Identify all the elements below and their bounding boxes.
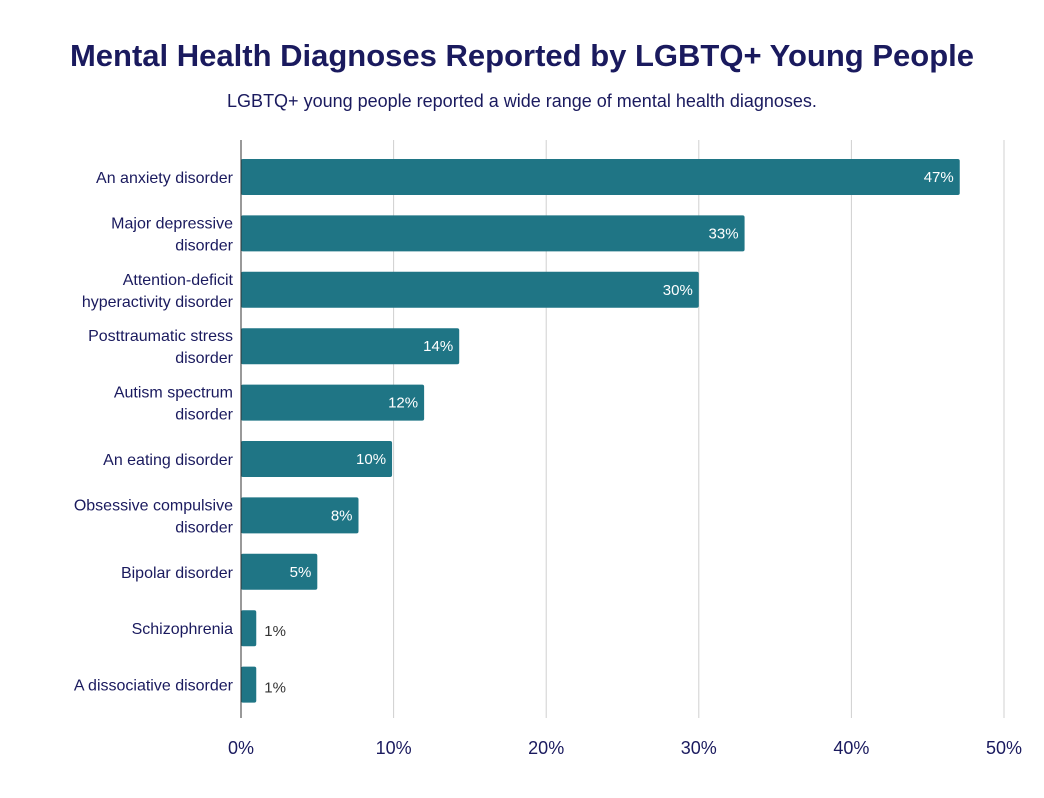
bar [241, 441, 393, 477]
bar [241, 159, 960, 195]
category-label: Schizophrenia [132, 621, 234, 638]
x-tick-label: 20% [528, 738, 564, 758]
category-label: An anxiety disorder [96, 170, 234, 187]
category-label: Bipolar disorder [121, 565, 234, 582]
bar-value-label: 5% [290, 564, 312, 581]
value-labels: 47% 33% 30% 14% 12% 10% 8% 5% 1% 1% [264, 169, 953, 697]
bar [241, 384, 425, 421]
x-tick-label: 10% [376, 738, 412, 758]
bar [241, 215, 745, 252]
bar-value-label: 33% [709, 225, 739, 242]
category-labels: An anxiety disorder Major depressive disor… [74, 170, 234, 695]
chart-title: Mental Health Diagnoses Reported by LGBT… [69, 38, 974, 73]
category-label: Major depressive disorder [111, 215, 233, 254]
chart-subtitle: LGBTQ+ young people reported a wide rang… [227, 91, 817, 111]
x-tick-label: 40% [833, 738, 869, 758]
bar-value-label: 12% [388, 395, 418, 412]
x-tick-label: 30% [681, 738, 717, 758]
category-label: Obsessive compulsive disorder [74, 497, 234, 536]
bar-value-label: 10% [356, 451, 386, 468]
category-label: A dissociative disorder [74, 678, 234, 695]
bars [241, 159, 960, 703]
category-label: Posttraumatic stress disorder [88, 328, 234, 367]
bar-value-label: 14% [423, 338, 453, 355]
bar-value-label: 1% [264, 623, 286, 640]
x-tick-labels: 0% 10% 20% 30% 40% 50% [228, 738, 1022, 758]
bar-value-label: 8% [331, 507, 353, 524]
bar [241, 553, 318, 590]
category-label: Attention-deficit hyperactivity disorder [82, 272, 234, 311]
x-tick-label: 0% [228, 738, 254, 758]
bar-value-label: 47% [924, 169, 954, 186]
bar-value-label: 1% [264, 680, 286, 697]
bar [241, 328, 460, 365]
bar [241, 666, 257, 703]
bar [241, 271, 699, 308]
category-label: Autism spectrum disorder [114, 385, 234, 424]
bar-value-label: 30% [663, 282, 693, 299]
bar [241, 497, 359, 534]
x-tick-label: 50% [986, 738, 1022, 758]
bar [241, 610, 257, 647]
category-label: An eating disorder [103, 452, 234, 469]
